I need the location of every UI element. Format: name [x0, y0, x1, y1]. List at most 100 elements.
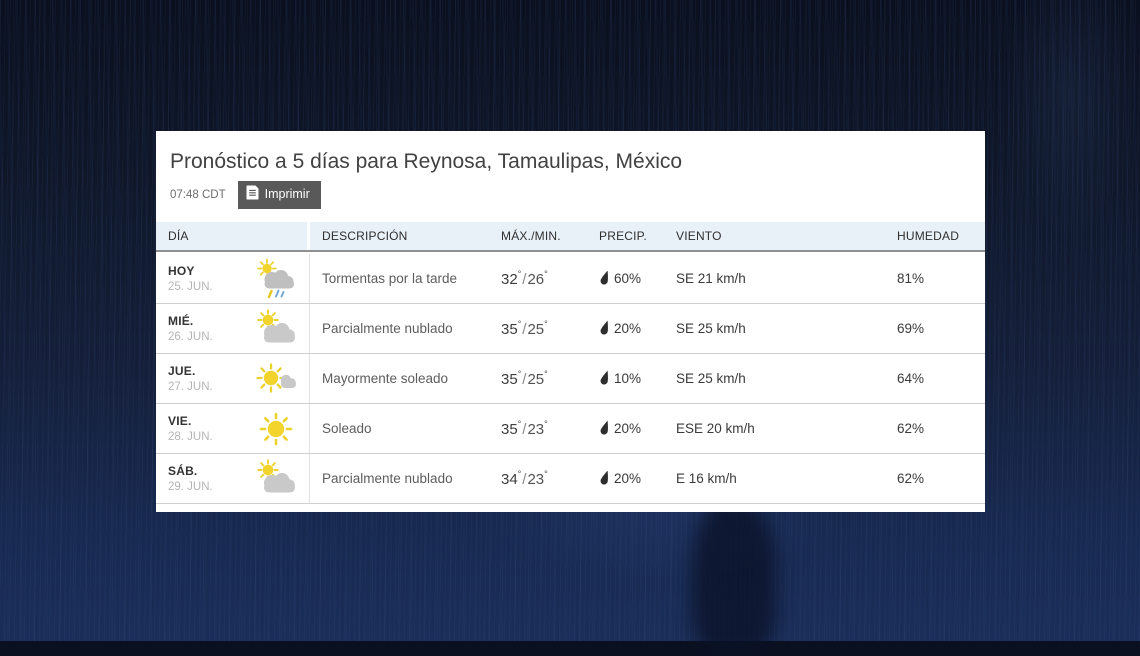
- degree-symbol: °: [544, 469, 548, 479]
- degree-symbol: °: [544, 319, 548, 329]
- column-header-max-min: MÁX./MIN.: [501, 229, 561, 243]
- raindrop-icon: [599, 370, 610, 388]
- max-temp: 35: [501, 421, 518, 438]
- max-temp: 32: [501, 271, 518, 288]
- wind-cell: SE 21 km/h: [676, 271, 746, 286]
- day-date: 27. JUN.: [168, 381, 213, 393]
- table-row: MIÉ. 26. JUN. Parcialmente nublado 35°/2…: [156, 304, 985, 354]
- description-cell: Mayormente soleado: [322, 371, 449, 386]
- table-row: SÁB. 29. JUN. Parcialmente nublado 34°/2…: [156, 454, 985, 504]
- wind-cell: SE 25 km/h: [676, 321, 746, 336]
- humidity-cell: 62%: [897, 421, 925, 436]
- day-date: 25. JUN.: [168, 281, 213, 293]
- temp-slash: /: [522, 271, 527, 288]
- precip-value: 20%: [614, 321, 642, 336]
- precip-cell: 10%: [599, 370, 676, 388]
- raindrop-icon: [599, 320, 610, 338]
- precip-value: 10%: [614, 371, 642, 386]
- min-temp: 25: [527, 321, 545, 338]
- day-name: VIE.: [168, 414, 192, 428]
- precip-cell: 20%: [599, 320, 676, 338]
- print-button[interactable]: Imprimir: [237, 181, 321, 209]
- day-cell: HOY 25. JUN.: [156, 254, 310, 303]
- description-cell: Parcialmente nublado: [322, 471, 453, 486]
- temperature-cell: 35°/23°: [501, 419, 599, 438]
- day-name: MIÉ.: [168, 314, 194, 328]
- max-temp: 35: [501, 371, 518, 388]
- day-date: 26. JUN.: [168, 331, 213, 343]
- temperature-cell: 32°/26°: [501, 269, 599, 288]
- precip-value: 20%: [614, 421, 642, 436]
- temp-slash: /: [522, 371, 527, 388]
- forecast-card: Pronóstico a 5 días para Reynosa, Tamaul…: [156, 131, 985, 512]
- local-time: 07:48 CDT: [170, 189, 226, 201]
- day-name: SÁB.: [168, 464, 198, 478]
- card-header: Pronóstico a 5 días para Reynosa, Tamaul…: [156, 131, 985, 209]
- degree-symbol: °: [544, 369, 548, 379]
- degree-symbol: °: [517, 469, 522, 479]
- background-glow-right: [980, 0, 1140, 320]
- precip-cell: 20%: [599, 470, 676, 488]
- humidity-cell: 62%: [897, 471, 925, 486]
- day-cell: JUE. 27. JUN.: [156, 354, 310, 403]
- degree-symbol: °: [517, 369, 522, 379]
- humidity-cell: 81%: [897, 271, 925, 286]
- description-cell: Tormentas por la tarde: [322, 271, 458, 286]
- day-date: 28. JUN.: [168, 431, 213, 443]
- humidity-cell: 64%: [897, 371, 925, 386]
- day-labels: VIE. 28. JUN.: [168, 414, 213, 443]
- partly-sunny-icon: [253, 308, 299, 349]
- day-cell: VIE. 28. JUN.: [156, 404, 310, 453]
- day-name: HOY: [168, 264, 195, 278]
- degree-symbol: °: [544, 269, 548, 279]
- description-cell: Parcialmente nublado: [322, 321, 453, 336]
- max-temp: 35: [501, 321, 518, 338]
- degree-symbol: °: [517, 319, 522, 329]
- table-row: VIE. 28. JUN. Soleado 35°/23° 20% ESE 20…: [156, 404, 985, 454]
- raindrop-icon: [599, 420, 610, 438]
- meta-row: 07:48 CDT Imprimir: [170, 181, 971, 209]
- precip-cell: 20%: [599, 420, 676, 438]
- temp-slash: /: [522, 321, 527, 338]
- temp-slash: /: [522, 471, 527, 488]
- day-labels: MIÉ. 26. JUN.: [168, 314, 213, 343]
- mostly-sunny-icon: [253, 359, 299, 399]
- day-labels: SÁB. 29. JUN.: [168, 464, 213, 493]
- min-temp: 25: [527, 371, 545, 388]
- table-header-row: DÍA DESCRIPCIÓN MÁX./MIN. PRECIP. VIENTO…: [156, 222, 985, 252]
- table-row: JUE. 27. JUN. Mayormente soleado 35°/25°…: [156, 354, 985, 404]
- column-header-descripcion: DESCRIPCIÓN: [322, 229, 408, 243]
- description-cell: Soleado: [322, 421, 372, 436]
- degree-symbol: °: [544, 419, 548, 429]
- wind-cell: SE 25 km/h: [676, 371, 746, 386]
- day-labels: HOY 25. JUN.: [168, 264, 213, 293]
- column-header-viento: VIENTO: [676, 229, 722, 243]
- wind-cell: ESE 20 km/h: [676, 421, 755, 436]
- precip-value: 60%: [614, 271, 642, 286]
- min-temp: 23: [527, 471, 545, 488]
- page-title: Pronóstico a 5 días para Reynosa, Tamaul…: [170, 150, 683, 173]
- raindrop-icon: [599, 270, 610, 288]
- day-labels: JUE. 27. JUN.: [168, 364, 213, 393]
- day-date: 29. JUN.: [168, 481, 213, 493]
- day-cell: MIÉ. 26. JUN.: [156, 304, 310, 353]
- table-row: HOY 25. JUN. Tormentas por la tarde 32°/…: [156, 254, 985, 304]
- wind-cell: E 16 km/h: [676, 471, 737, 486]
- partly-sunny-icon: [253, 458, 299, 499]
- degree-symbol: °: [517, 419, 522, 429]
- column-header-precip: PRECIP.: [599, 229, 647, 243]
- column-header-dia: DÍA: [156, 222, 310, 250]
- humidity-cell: 69%: [897, 321, 925, 336]
- column-header-humedad: HUMEDAD: [897, 229, 960, 243]
- print-button-label: Imprimir: [264, 187, 310, 201]
- temp-slash: /: [522, 421, 527, 438]
- raindrop-icon: [599, 470, 610, 488]
- day-cell: SÁB. 29. JUN.: [156, 454, 310, 503]
- min-temp: 23: [527, 421, 545, 438]
- degree-symbol: °: [517, 269, 522, 279]
- print-document-icon: [246, 185, 259, 204]
- day-name: JUE.: [168, 364, 196, 378]
- temperature-cell: 35°/25°: [501, 369, 599, 388]
- pedestrian-silhouette: [692, 498, 776, 656]
- sunny-icon: [253, 409, 299, 449]
